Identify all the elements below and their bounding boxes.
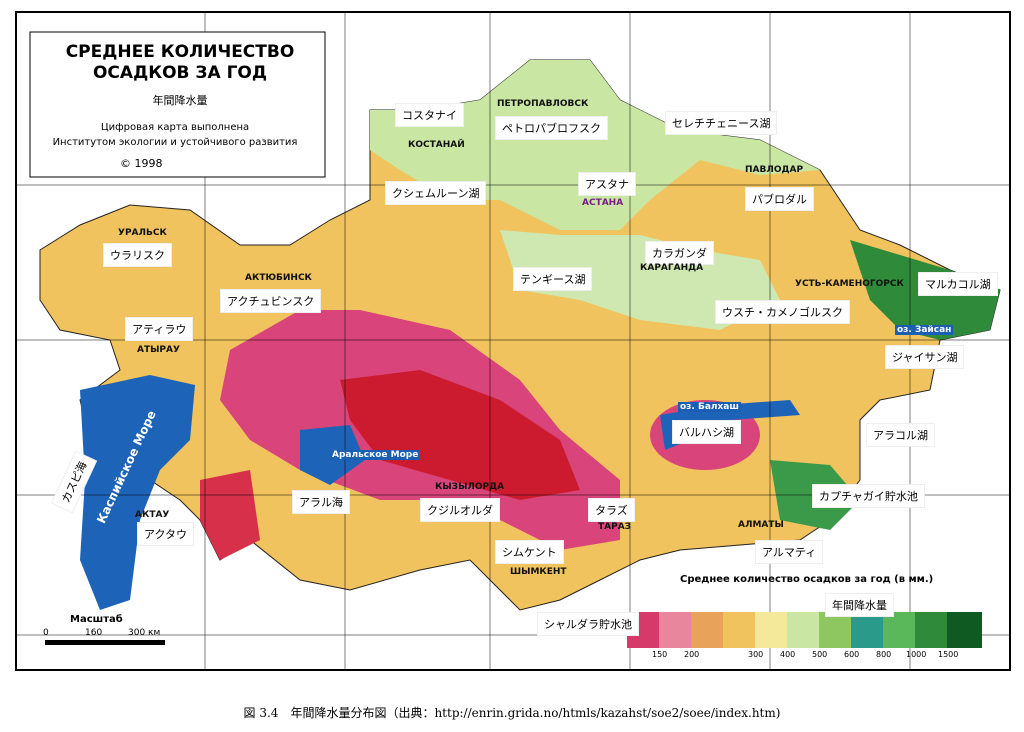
place-ja: シムケント (495, 540, 564, 564)
place-ja: ジャイサン湖 (885, 345, 965, 369)
place-ru: УСТЬ-КАМЕНОГОРСК (795, 279, 904, 289)
place-ru: УРАЛЬСК (118, 228, 167, 238)
place-ja: マルカコル湖 (918, 272, 998, 296)
place-ja: クジルオルダ (420, 498, 500, 522)
legend-title: Среднее количество осадков за год (в мм.… (680, 574, 934, 585)
place-ja: アラル海 (292, 490, 350, 514)
place-ru: оз. Балхаш (678, 402, 741, 412)
title: СРЕДНЕЕ КОЛИЧЕСТВО (65, 42, 295, 62)
scale-tick: 300 км (128, 628, 161, 638)
credit: Цифровая карта выполнена (100, 122, 250, 133)
place-ru: АЛМАТЫ (738, 520, 784, 530)
legend-tick: 400 (780, 650, 796, 659)
scale-tick: 0 (43, 628, 49, 638)
place-ru: ПАВЛОДАР (745, 165, 804, 175)
copyright: © 1998 (120, 157, 163, 170)
place-ja: アティラウ (125, 317, 194, 341)
legend-tick: 1000 (906, 650, 927, 659)
legend-tick: 800 (876, 650, 892, 659)
place-ja: ペトロパブロフスク (495, 116, 608, 140)
place-ja: アクチュビンスク (220, 289, 322, 313)
legend-tick: 150 (652, 650, 668, 659)
legend-title-ja: 年間降水量 (825, 593, 894, 617)
legend-tick: 500 (812, 650, 828, 659)
legend-tick: 600 (844, 650, 860, 659)
place-ru: КЫЗЫЛОРДА (435, 482, 505, 492)
place-ru: ТАРАЗ (598, 522, 632, 532)
scale-tick: 160 (85, 628, 103, 638)
credit: Институтом экологии и устойчивого развит… (52, 137, 298, 148)
place-ja: シャルダラ貯水池 (537, 612, 639, 636)
place-ru: АТЫРАУ (137, 345, 180, 355)
place-ru: АКТАУ (135, 510, 170, 520)
legend-swatches (627, 612, 982, 648)
place-ja: アラコル湖 (866, 423, 935, 447)
place-ja: バルハシ湖 (672, 420, 741, 444)
place-ru: КАРАГАНДА (640, 263, 704, 273)
place-ja: セレチチェニース湖 (665, 111, 778, 135)
legend-tick: 1500 (938, 650, 959, 659)
caspian-sea (80, 375, 195, 610)
place-ja: カラガンダ (645, 241, 714, 265)
place-ru: ПЕТРОПАВЛОВСК (497, 99, 589, 109)
place-ja: カプチャガイ貯水池 (812, 484, 925, 508)
place-ru: АСТАНА (582, 198, 624, 208)
place-ja: コスタナイ (395, 103, 464, 127)
place-ja: クシェムルーン湖 (385, 181, 487, 205)
place-ja: アルマティ (755, 540, 824, 564)
place-ja: ウスチ・カメノゴルスク (715, 300, 850, 324)
place-ru: ШЫМКЕНТ (510, 567, 567, 577)
title-box (29, 31, 326, 178)
title: ОСАДКОВ ЗА ГОД (92, 63, 268, 83)
zone-red (340, 370, 580, 500)
place-ja: アクタウ (137, 522, 195, 546)
legend-tick: 200 (684, 650, 700, 659)
place-ru: Аральское Море (330, 450, 421, 460)
legend-tick: 300 (748, 650, 764, 659)
place-ja: ウラリスク (103, 243, 172, 267)
place-ja: テンギース湖 (513, 267, 593, 291)
scale-bar (45, 640, 165, 645)
place-ru: КОСТАНАЙ (408, 140, 465, 150)
place-ja: パブロダル (745, 187, 814, 211)
place-ru: оз. Зайсан (895, 325, 954, 335)
zone-red-south (200, 470, 260, 560)
subtitle: 年間降水量 (152, 94, 208, 107)
caption: 図 3.4 年間降水量分布図（出典：http://enrin.grida.no/… (243, 706, 781, 720)
place-ru: АКТЮБИНСК (245, 273, 312, 283)
place-ja: アスタナ (578, 172, 636, 196)
scale-title: Масштаб (70, 614, 123, 625)
place-ja: タラズ (588, 498, 635, 522)
